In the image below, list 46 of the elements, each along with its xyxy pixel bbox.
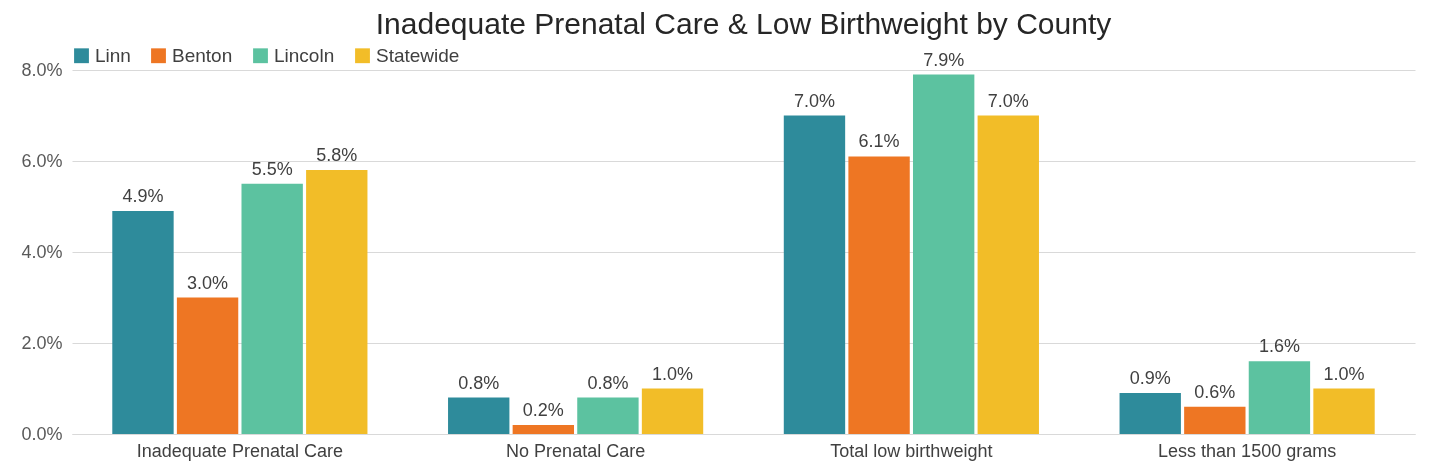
bar (448, 397, 510, 434)
data-label: 0.2% (522, 399, 564, 420)
data-label: 5.8% (316, 145, 358, 166)
data-label: 6.1% (858, 131, 900, 152)
y-tick-label: 0.0% (21, 423, 63, 444)
legend-label: Statewide (376, 44, 460, 66)
y-tick-label: 4.0% (21, 241, 63, 262)
data-label: 0.8% (587, 372, 629, 393)
bar (641, 388, 704, 434)
bar (1248, 361, 1311, 434)
legend-label: Benton (172, 44, 233, 66)
y-tick-label: 8.0% (21, 59, 63, 80)
data-label: 7.0% (793, 90, 835, 111)
bar (306, 170, 368, 434)
bar (1313, 388, 1375, 434)
data-label: 1.0% (652, 363, 694, 384)
data-label: 0.9% (1129, 368, 1171, 389)
data-label: 1.6% (1258, 336, 1300, 357)
legend-label: Lincoln (274, 44, 335, 66)
data-label: 7.0% (987, 90, 1029, 111)
x-tick-label: No Prenatal Care (506, 440, 646, 461)
bar (512, 424, 575, 434)
y-tick-label: 6.0% (21, 150, 63, 171)
x-tick-label: Inadequate Prenatal Care (136, 440, 343, 461)
data-label: 7.9% (923, 49, 965, 70)
x-tick-label: Less than 1500 grams (1158, 440, 1337, 461)
data-label: 4.9% (122, 186, 164, 207)
bar (112, 211, 174, 434)
bar (1184, 406, 1246, 434)
data-label: 1.0% (1323, 363, 1365, 384)
legend-label: Linn (95, 44, 131, 66)
bar (848, 156, 910, 434)
bar (977, 115, 1039, 434)
x-tick-label: Total low birthweight (830, 440, 993, 461)
data-label: 3.0% (187, 272, 229, 293)
data-label: 0.8% (458, 372, 500, 393)
bar (241, 183, 303, 434)
data-label: 5.5% (251, 158, 293, 179)
bar (912, 74, 975, 434)
bar (577, 397, 639, 434)
bar (176, 297, 239, 434)
data-label: 0.6% (1194, 381, 1236, 402)
chart-title: Inadequate Prenatal Care & Low Birthweight by County (375, 7, 1112, 40)
y-tick-label: 2.0% (21, 332, 63, 353)
bar (1119, 393, 1181, 434)
bar (783, 115, 846, 434)
